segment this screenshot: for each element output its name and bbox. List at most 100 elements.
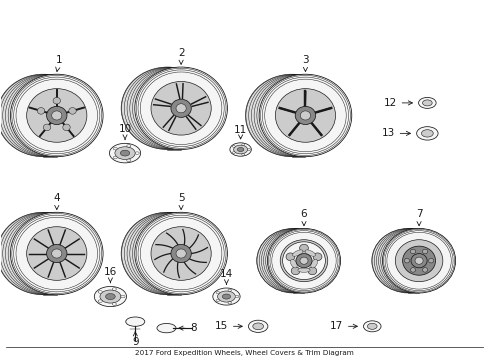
Ellipse shape	[267, 228, 340, 293]
Ellipse shape	[249, 74, 341, 157]
Ellipse shape	[69, 108, 76, 114]
Ellipse shape	[377, 228, 450, 293]
Text: 15: 15	[214, 321, 242, 331]
Ellipse shape	[305, 250, 315, 256]
Ellipse shape	[291, 267, 299, 275]
Text: 4: 4	[53, 193, 60, 210]
Ellipse shape	[10, 212, 103, 295]
Ellipse shape	[125, 317, 144, 326]
Ellipse shape	[130, 212, 222, 295]
Ellipse shape	[410, 253, 426, 268]
Ellipse shape	[121, 295, 125, 298]
Ellipse shape	[217, 291, 235, 302]
Ellipse shape	[43, 124, 51, 131]
Ellipse shape	[299, 244, 308, 252]
Ellipse shape	[227, 302, 231, 304]
Ellipse shape	[216, 300, 219, 302]
Ellipse shape	[115, 147, 135, 159]
Ellipse shape	[382, 228, 455, 293]
Ellipse shape	[94, 287, 126, 307]
Text: 12: 12	[383, 98, 411, 108]
Ellipse shape	[363, 321, 380, 332]
Ellipse shape	[233, 145, 247, 154]
Text: 1: 1	[56, 55, 62, 72]
Ellipse shape	[53, 98, 61, 104]
Text: 14: 14	[220, 269, 233, 284]
Ellipse shape	[135, 152, 139, 154]
Text: 2017 Ford Expedition Wheels, Wheel Covers & Trim Diagram: 2017 Ford Expedition Wheels, Wheel Cover…	[135, 350, 353, 356]
Ellipse shape	[247, 149, 250, 150]
Ellipse shape	[135, 67, 227, 149]
Ellipse shape	[3, 212, 96, 295]
Text: 17: 17	[329, 321, 357, 331]
Ellipse shape	[171, 244, 191, 262]
Ellipse shape	[297, 268, 309, 272]
Ellipse shape	[112, 288, 116, 291]
Ellipse shape	[127, 212, 220, 295]
Text: 2: 2	[178, 48, 184, 64]
Ellipse shape	[27, 89, 87, 142]
Ellipse shape	[113, 156, 117, 159]
Text: 13: 13	[381, 129, 409, 138]
Ellipse shape	[52, 249, 62, 258]
Ellipse shape	[98, 300, 102, 302]
Ellipse shape	[232, 145, 235, 147]
Ellipse shape	[267, 228, 340, 293]
Ellipse shape	[0, 74, 89, 157]
Ellipse shape	[379, 228, 452, 293]
Ellipse shape	[299, 257, 307, 264]
Ellipse shape	[132, 67, 224, 149]
Ellipse shape	[312, 253, 321, 261]
Text: 7: 7	[415, 209, 422, 226]
Ellipse shape	[260, 228, 332, 293]
Ellipse shape	[227, 289, 231, 291]
Ellipse shape	[176, 104, 186, 113]
Ellipse shape	[46, 244, 67, 262]
Ellipse shape	[10, 74, 103, 157]
Ellipse shape	[62, 124, 70, 131]
Ellipse shape	[264, 228, 337, 293]
Ellipse shape	[295, 253, 311, 268]
Ellipse shape	[262, 228, 335, 293]
Ellipse shape	[374, 228, 447, 293]
Text: 3: 3	[302, 55, 308, 72]
Ellipse shape	[112, 303, 116, 305]
Ellipse shape	[237, 148, 244, 152]
Ellipse shape	[113, 147, 117, 150]
Ellipse shape	[212, 288, 240, 305]
Ellipse shape	[427, 258, 433, 263]
Ellipse shape	[290, 259, 297, 268]
Ellipse shape	[222, 294, 230, 299]
Ellipse shape	[151, 81, 211, 135]
Ellipse shape	[0, 212, 89, 295]
Ellipse shape	[125, 212, 217, 295]
Ellipse shape	[307, 267, 316, 275]
Ellipse shape	[282, 242, 325, 280]
Ellipse shape	[216, 292, 219, 294]
Ellipse shape	[3, 74, 96, 157]
Ellipse shape	[98, 291, 102, 293]
Ellipse shape	[125, 67, 217, 149]
Ellipse shape	[252, 323, 263, 330]
Ellipse shape	[421, 130, 432, 137]
Ellipse shape	[280, 240, 327, 282]
Ellipse shape	[8, 74, 101, 157]
Ellipse shape	[285, 253, 294, 261]
Ellipse shape	[0, 212, 93, 295]
Ellipse shape	[0, 74, 93, 157]
Text: 6: 6	[300, 209, 306, 226]
Ellipse shape	[404, 258, 409, 263]
Ellipse shape	[295, 106, 315, 125]
Ellipse shape	[248, 320, 267, 332]
Ellipse shape	[10, 74, 103, 157]
Ellipse shape	[171, 99, 191, 117]
Ellipse shape	[105, 293, 115, 300]
Ellipse shape	[310, 259, 317, 268]
Ellipse shape	[126, 159, 131, 162]
Ellipse shape	[416, 127, 437, 140]
Ellipse shape	[300, 111, 310, 120]
Text: 10: 10	[118, 124, 131, 140]
Ellipse shape	[422, 100, 431, 106]
Ellipse shape	[229, 143, 251, 156]
Text: 9: 9	[132, 332, 138, 347]
